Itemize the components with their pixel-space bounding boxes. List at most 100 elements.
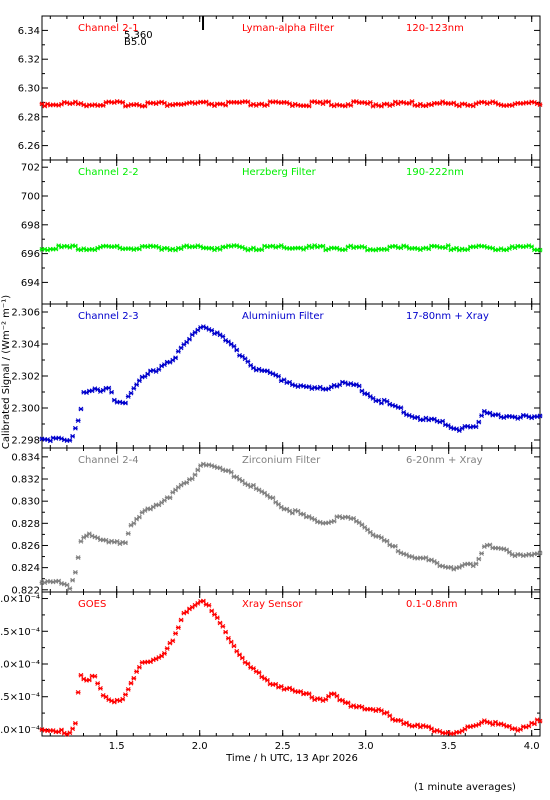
data-point xyxy=(231,643,237,649)
panel-channel: Channel 2-3 xyxy=(78,311,139,322)
data-point xyxy=(476,556,482,562)
data-point xyxy=(173,355,178,361)
data-point xyxy=(234,648,240,654)
series xyxy=(39,99,543,109)
data-point xyxy=(387,713,393,719)
data-point xyxy=(86,677,92,683)
data-point xyxy=(70,433,76,439)
y-tick-label: 2.298 xyxy=(11,436,40,447)
data-point xyxy=(537,413,543,419)
data-point xyxy=(98,685,103,691)
data-point xyxy=(175,625,181,630)
data-point xyxy=(320,243,326,249)
data-point xyxy=(156,366,162,372)
chart-panels: 6.26 6.28 6.30 6.32 6.34 Channel 2-1 Lyman-alp… xyxy=(0,15,543,752)
panel-band: 190-222nm xyxy=(406,167,464,178)
data-point xyxy=(167,495,173,501)
panel-frame xyxy=(41,159,541,305)
data-point xyxy=(256,670,262,676)
data-point xyxy=(78,538,84,544)
data-point xyxy=(189,476,195,482)
data-point xyxy=(270,495,276,501)
panel-band: 6-20nm + Xray xyxy=(406,455,483,466)
data-point xyxy=(70,577,76,583)
y-tick-label: 0.824 xyxy=(11,563,40,574)
data-point xyxy=(67,437,73,443)
panel-2: 694 696 698 700 702 Channel 2-2 Herzberg Filte… xyxy=(21,159,543,305)
data-point xyxy=(537,102,543,108)
y-tick-label: 0.830 xyxy=(11,497,40,508)
y-axis-label: Calibrated Signal / (Wm⁻² m⁻¹) xyxy=(1,295,12,449)
y-tick-label: 696 xyxy=(21,249,40,260)
data-point xyxy=(228,469,234,475)
data-point xyxy=(67,586,73,591)
y-tick-label: 4.0×10⁻⁴ xyxy=(0,660,40,671)
panel-frame xyxy=(41,591,541,737)
data-point xyxy=(162,651,167,656)
data-point xyxy=(78,406,84,412)
x-tick-label: 3.0 xyxy=(358,741,374,752)
panel-3: 2.298 2.300 2.302 2.304 2.306 Channel 2-3 Alum… xyxy=(11,303,543,449)
data-point xyxy=(192,472,198,478)
y-tick-label: 4.5×10⁻⁴ xyxy=(0,627,40,638)
data-point xyxy=(64,582,70,588)
averaging-note: (1 minute averages) xyxy=(414,782,516,793)
data-point xyxy=(123,400,128,406)
data-point xyxy=(278,504,284,510)
y-tick-label: 2.304 xyxy=(11,340,40,351)
data-point xyxy=(306,103,312,109)
y-tick-label: 700 xyxy=(21,192,40,203)
data-point xyxy=(67,730,73,736)
y-tick-label: 0.832 xyxy=(11,475,40,486)
data-point xyxy=(223,629,229,635)
data-point xyxy=(367,100,373,105)
data-point xyxy=(173,247,178,253)
data-point xyxy=(136,378,142,384)
data-point xyxy=(170,638,176,644)
y-tick-label: 0.822 xyxy=(11,585,40,596)
data-point xyxy=(164,646,170,651)
data-point xyxy=(75,555,81,560)
panel-1: 6.26 6.28 6.30 6.32 6.34 Channel 2-1 Lyman-alp… xyxy=(18,15,543,161)
data-point xyxy=(276,373,281,379)
y-tick-label: 6.32 xyxy=(18,55,40,66)
data-point xyxy=(123,540,128,546)
data-point xyxy=(100,387,106,393)
data-point xyxy=(95,387,101,392)
data-point xyxy=(479,413,484,419)
data-point xyxy=(72,243,78,249)
data-point xyxy=(264,677,270,683)
y-tick-label: 0.826 xyxy=(11,541,40,552)
panel-filter: Aluminium Filter xyxy=(242,311,325,322)
data-point xyxy=(440,418,446,424)
data-point xyxy=(75,418,81,423)
data-point xyxy=(134,669,139,674)
x-tick-label: 3.5 xyxy=(441,741,457,752)
panel-band: 17-80nm + Xray xyxy=(406,311,489,322)
data-point xyxy=(134,516,139,522)
data-point xyxy=(245,99,251,105)
data-point xyxy=(356,383,362,389)
panel-channel: Channel 2-4 xyxy=(78,455,139,466)
y-tick-label: 0.828 xyxy=(11,519,40,530)
panel-band: 0.1-0.8nm xyxy=(406,599,458,610)
x-tick-label: 2.0 xyxy=(192,741,208,752)
data-point xyxy=(532,721,537,727)
data-point xyxy=(134,382,139,388)
y-tick-label: 2.300 xyxy=(11,404,40,415)
y-tick-label: 694 xyxy=(21,278,40,289)
data-point xyxy=(473,424,479,430)
data-point xyxy=(479,551,484,556)
data-point xyxy=(70,726,76,732)
data-point xyxy=(72,425,78,431)
y-tick-label: 698 xyxy=(21,220,40,231)
data-point xyxy=(131,520,137,526)
data-point xyxy=(537,550,543,556)
y-tick-label: 3.5×10⁻⁴ xyxy=(0,692,40,703)
data-point xyxy=(78,672,84,678)
panel-4: 0.822 0.824 0.826 0.828 0.830 0.832 0.834 Chann… xyxy=(11,447,543,596)
data-point xyxy=(398,405,404,411)
data-point xyxy=(128,522,134,528)
series xyxy=(39,243,543,253)
